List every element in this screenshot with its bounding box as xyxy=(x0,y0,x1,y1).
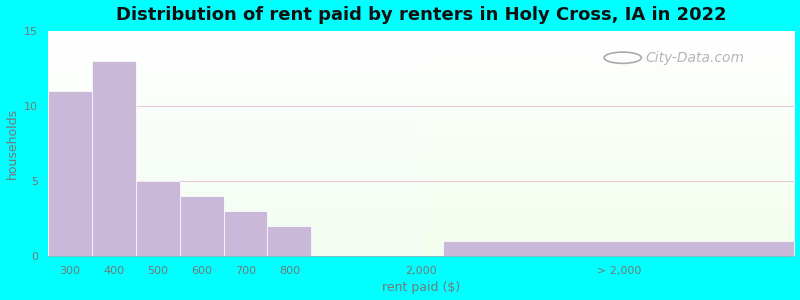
Bar xyxy=(223,211,267,256)
Bar xyxy=(267,226,311,256)
Bar xyxy=(136,181,179,256)
Bar xyxy=(443,241,794,256)
Y-axis label: households: households xyxy=(6,108,18,179)
Bar xyxy=(48,91,92,256)
Text: City-Data.com: City-Data.com xyxy=(645,51,744,65)
X-axis label: rent paid ($): rent paid ($) xyxy=(382,281,460,294)
Bar xyxy=(179,196,223,256)
Title: Distribution of rent paid by renters in Holy Cross, IA in 2022: Distribution of rent paid by renters in … xyxy=(116,6,726,24)
Bar xyxy=(92,61,136,256)
